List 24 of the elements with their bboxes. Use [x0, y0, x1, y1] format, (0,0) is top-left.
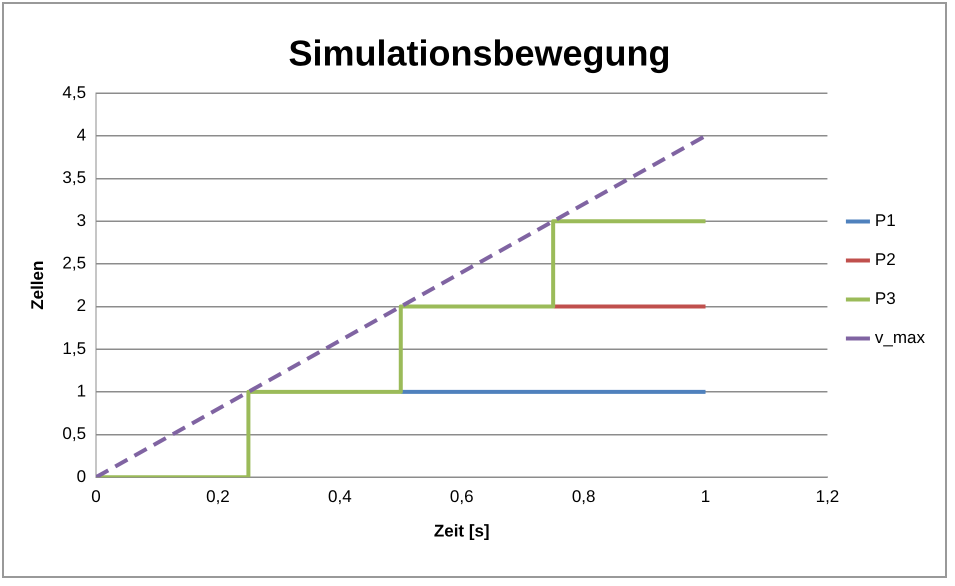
x-tick-label: 0,2: [206, 487, 230, 506]
y-tick-label: 0,5: [62, 424, 86, 444]
y-tick-label: 1: [76, 382, 86, 401]
x-tick-label: 0,4: [328, 487, 352, 506]
x-tick-label: 0: [91, 487, 101, 506]
y-tick-label: 3: [76, 210, 86, 230]
x-axis-title: Zeit [s]: [434, 521, 490, 540]
y-tick-label: 4,5: [62, 82, 86, 102]
legend-label: v_max: [874, 328, 926, 348]
y-tick-label: 2,5: [62, 254, 86, 273]
y-tick-label: 2: [76, 296, 86, 316]
chart-title: Simulationsbewegung: [288, 32, 671, 74]
x-tick-label: 1,2: [816, 487, 840, 506]
y-tick-label: 3,5: [62, 168, 86, 188]
legend-label: P3: [874, 289, 896, 308]
x-tick-label: 1: [700, 487, 710, 506]
y-tick-label: 0: [76, 466, 86, 486]
x-tick-label: 0,6: [450, 487, 474, 506]
x-tick-label: 0,8: [572, 487, 596, 506]
y-tick-label: 4: [76, 126, 86, 145]
y-tick-label: 1,5: [62, 338, 86, 358]
legend-label: P2: [874, 250, 896, 270]
y-axis-title: Zellen: [28, 260, 47, 310]
legend-label: P1: [874, 211, 896, 230]
